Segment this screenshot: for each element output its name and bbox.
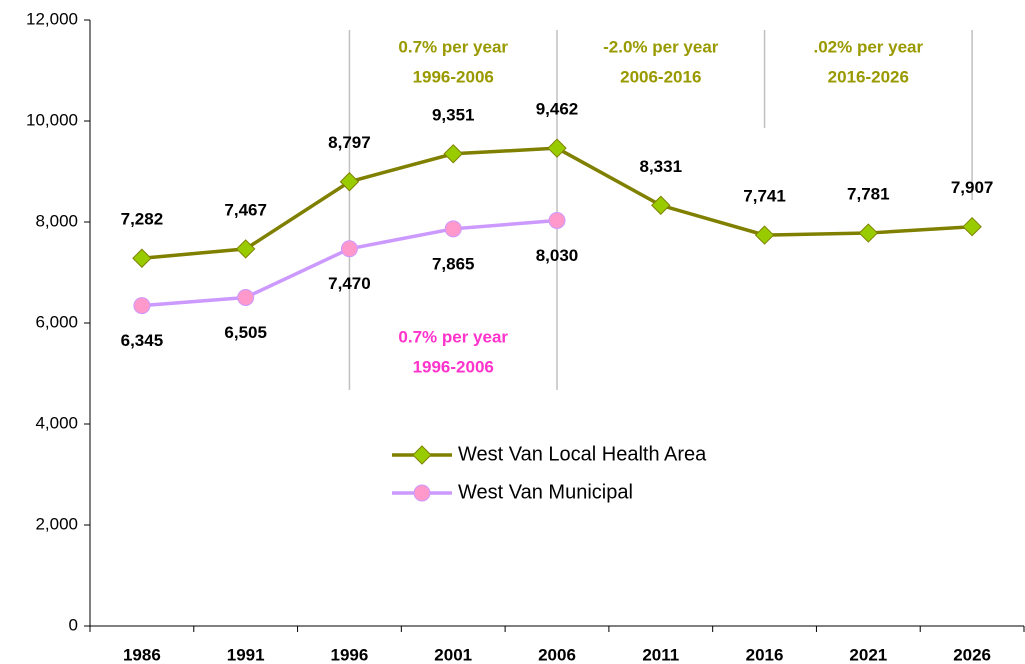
annotation: 1996-2006 — [413, 357, 494, 376]
data-label: 9,462 — [536, 100, 579, 119]
y-tick-label: 12,000 — [26, 9, 78, 28]
marker — [132, 248, 152, 268]
annotation: 0.7% per year — [398, 37, 508, 56]
data-label: 7,467 — [224, 200, 267, 219]
marker — [443, 144, 463, 164]
x-tick-label: 2016 — [746, 645, 784, 664]
data-label: 8,030 — [536, 246, 579, 265]
marker — [340, 240, 358, 258]
marker — [754, 225, 775, 245]
legend-label: West Van Municipal — [458, 481, 633, 503]
annotation: 2016-2026 — [828, 67, 909, 86]
x-tick-label: 1991 — [227, 645, 265, 664]
y-tick-label: 0 — [69, 615, 78, 634]
data-label: 8,331 — [640, 157, 683, 176]
y-tick-label: 2,000 — [35, 514, 78, 533]
data-label: 9,351 — [432, 105, 475, 124]
y-tick-label: 6,000 — [35, 312, 78, 331]
x-tick-label: 1996 — [331, 645, 369, 664]
x-tick-label: 1986 — [123, 645, 161, 664]
x-tick-label: 2001 — [434, 645, 472, 664]
x-tick-label: 2006 — [538, 645, 576, 664]
legend-label: West Van Local Health Area — [458, 443, 707, 465]
data-label: 6,505 — [224, 323, 267, 342]
marker — [548, 211, 566, 229]
marker — [412, 445, 432, 465]
data-label: 7,865 — [432, 254, 475, 273]
marker — [444, 220, 462, 238]
marker — [547, 138, 567, 158]
x-tick-label: 2011 — [642, 645, 679, 664]
y-tick-label: 8,000 — [35, 211, 78, 230]
y-tick-label: 10,000 — [26, 110, 78, 129]
marker — [651, 195, 671, 215]
marker — [413, 484, 431, 502]
data-label: 8,797 — [328, 133, 371, 152]
x-tick-label: 2026 — [953, 645, 991, 664]
data-label: 7,907 — [951, 178, 994, 197]
annotation: .02% per year — [814, 37, 924, 56]
marker — [858, 223, 879, 243]
data-label: 6,345 — [121, 331, 164, 350]
y-tick-label: 4,000 — [35, 413, 78, 432]
data-label: 7,741 — [743, 187, 786, 206]
marker — [962, 216, 982, 237]
marker — [339, 172, 360, 192]
annotation: -2.0% per year — [603, 37, 719, 56]
marker — [235, 239, 256, 259]
annotation: 2006-2016 — [620, 67, 701, 86]
marker — [237, 288, 255, 306]
data-label: 7,282 — [121, 210, 164, 229]
data-label: 7,781 — [847, 185, 890, 204]
x-tick-label: 2021 — [849, 645, 887, 664]
marker — [133, 297, 151, 315]
annotation: 0.7% per year — [398, 327, 508, 346]
data-label: 7,470 — [328, 274, 371, 293]
annotation: 1996-2006 — [413, 67, 494, 86]
